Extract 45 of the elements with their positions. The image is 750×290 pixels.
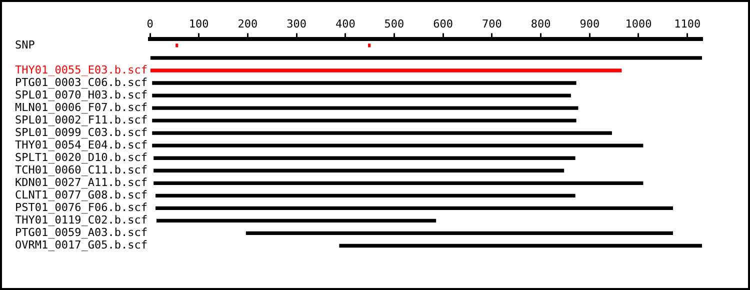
- y-tick-label: OVRM1_0017_G05.b.scf: [15, 238, 148, 252]
- bar: [152, 81, 576, 85]
- bar: [154, 156, 576, 160]
- bar: [152, 106, 578, 110]
- bar: [339, 244, 702, 248]
- bar: [156, 218, 436, 223]
- y-tick-label: PTG01_0059_A03.b.scf: [15, 226, 148, 240]
- x-tick-label: 500: [384, 17, 404, 30]
- y-tick-label: PTG01_0003_C06.b.scf: [15, 76, 148, 89]
- x-tick-label: 400: [335, 17, 356, 30]
- x-tick-label: 1000: [625, 17, 652, 30]
- y-tick-label: KDN01_0027_A11.b.scf: [15, 176, 148, 190]
- x-tick-label: 800: [530, 17, 551, 30]
- x-tick-label: 900: [580, 17, 600, 30]
- y-tick-label: THY01_0055_E03.b.scf: [15, 63, 148, 76]
- bar: [154, 168, 564, 172]
- y-tick-label: SPL01_0099_C03.b.scf: [15, 126, 148, 139]
- bar: [154, 181, 644, 185]
- y-tick-label: SPL01_0070_H03.b.scf: [15, 88, 148, 102]
- x-tick-label: 700: [482, 17, 502, 30]
- bar: [156, 194, 576, 198]
- bar: [176, 44, 178, 48]
- bar: [152, 131, 612, 135]
- x-tick-label: 1100: [674, 17, 701, 30]
- y-tick-label: TCH01_0060_C11.b.scf: [15, 163, 148, 176]
- bar: [152, 118, 576, 122]
- x-tick-label: 200: [238, 17, 258, 30]
- bar: [152, 94, 571, 98]
- y-tick-label: THY01_0119_C02.b.scf: [15, 214, 148, 227]
- y-tick-label: SPLT1_0020_D10.b.scf: [15, 150, 148, 164]
- y-tick-label: CLNT1_0077_G08.b.scf: [15, 188, 148, 202]
- bar: [368, 44, 371, 48]
- x-tick-label: 0: [146, 17, 154, 30]
- bar: [150, 56, 702, 60]
- y-tick-label: THY01_0054_E04.b.scf: [15, 138, 148, 152]
- y-tick-label: SNP: [15, 38, 36, 52]
- y-tick-label: SPL01_0002_F11.b.scf: [15, 113, 148, 126]
- y-tick-label: MLN01_0006_F07.b.scf: [15, 100, 148, 114]
- x-tick-label: 600: [433, 17, 454, 30]
- bar: [152, 144, 644, 148]
- bar: [246, 231, 674, 236]
- bar: [156, 206, 674, 210]
- x-tick-label: 300: [286, 17, 306, 30]
- y-tick-label: PST01_0076_F06.b.scf: [15, 201, 148, 214]
- x-tick-label: 100: [188, 17, 209, 30]
